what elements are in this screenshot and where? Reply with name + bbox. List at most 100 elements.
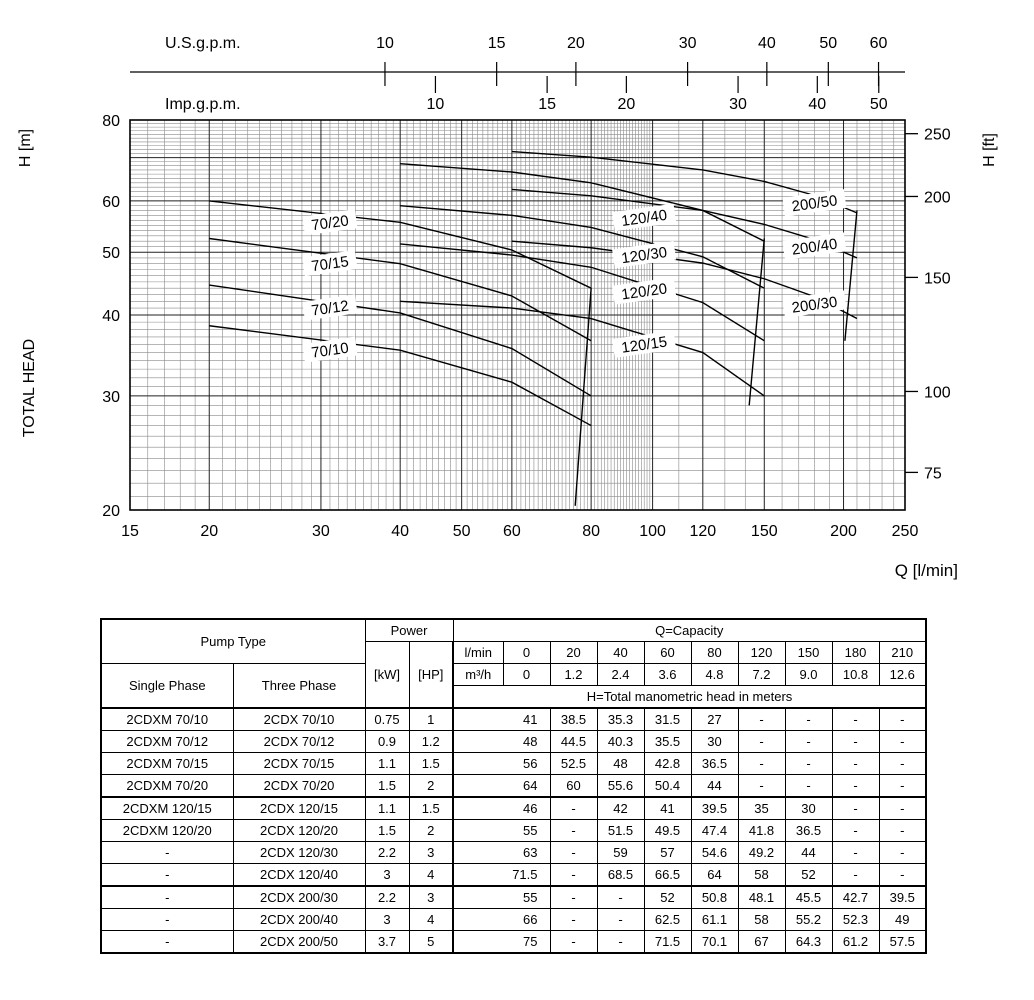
head-value: 44.5 <box>549 730 598 753</box>
single-phase-value: - <box>100 930 234 954</box>
svg-text:30: 30 <box>729 96 747 113</box>
svg-text:120/40: 120/40 <box>620 207 668 230</box>
head-value: - <box>878 730 927 753</box>
m3h-value: 1.2 <box>549 663 598 686</box>
kw-value: 1.5 <box>364 819 410 842</box>
imp-gpm-axis: Imp.g.p.m. 10 15 20 30 40 50 <box>165 76 888 113</box>
svg-text:20: 20 <box>200 523 218 540</box>
y-axis-unit-label: H [m] <box>17 129 34 167</box>
head-value: - <box>878 796 927 820</box>
lmin-value: 20 <box>549 641 598 664</box>
lmin-value: 180 <box>831 641 880 664</box>
curve-label-200-50: 200/50 <box>782 189 847 217</box>
head-value: - <box>784 730 833 753</box>
pump-row-2CDX-200-30: -2CDX 200/30 2.2 3 55- -52 50.8 48.1 45.5 42.7 39… <box>100 885 927 909</box>
svg-text:200/30: 200/30 <box>791 294 839 317</box>
svg-text:150: 150 <box>751 523 778 540</box>
svg-text:100: 100 <box>924 384 951 401</box>
curve-label-200-40: 200/40 <box>782 232 847 260</box>
head-value: 48 <box>596 752 645 775</box>
head-value: 52.3 <box>831 908 880 931</box>
head-value: 30 <box>690 730 739 753</box>
svg-text:40: 40 <box>758 35 776 52</box>
head-value: 47.4 <box>690 819 739 842</box>
three-phase-value: 2CDX 70/20 <box>232 774 366 798</box>
head-value: 66.5 <box>643 863 692 887</box>
three-phase-value: 2CDX 200/50 <box>232 930 366 954</box>
head-value: - <box>831 796 880 820</box>
svg-text:10: 10 <box>376 35 394 52</box>
three-phase-value: 2CDX 120/30 <box>232 841 366 864</box>
pump-row-2CDX-120-15: 2CDXM 120/15 2CDX 120/15 1.1 1.5 46-42 41 39.5… <box>100 796 927 820</box>
three-phase-value: 2CDX 120/20 <box>232 819 366 842</box>
header-row-note: H=Total manometric head in meters <box>101 685 927 709</box>
svg-text:15: 15 <box>538 96 556 113</box>
svg-text:200/40: 200/40 <box>791 236 839 259</box>
head-value: 27 <box>690 707 739 731</box>
svg-text:70/20: 70/20 <box>310 212 350 234</box>
three-phase-header: Three Phase <box>232 663 366 709</box>
svg-text:200/50: 200/50 <box>791 192 839 215</box>
m3h-value: 12.6 <box>878 663 927 686</box>
svg-text:120/30: 120/30 <box>620 244 668 267</box>
head-value: 35.5 <box>643 730 692 753</box>
svg-text:120/20: 120/20 <box>620 280 668 303</box>
three-phase-value: 2CDX 200/30 <box>232 885 366 909</box>
svg-text:70/15: 70/15 <box>310 253 350 275</box>
head-value: - <box>784 752 833 775</box>
head-value: 55.2 <box>784 908 833 931</box>
head-value: 71.5 <box>452 863 551 887</box>
pump-row-2CDX-120-40: -2CDX 120/40 3 4 71.5-68.5 66.5 64 58 52- - <box>100 863 927 887</box>
head-value: - <box>549 841 598 864</box>
curve-label-120-30: 120/30 <box>612 240 677 269</box>
svg-text:80: 80 <box>582 523 600 540</box>
hp-value: 1 <box>408 707 454 731</box>
single-phase-value: 2CDXM 70/20 <box>100 774 234 798</box>
hp-value: 1.5 <box>408 796 454 820</box>
svg-text:50: 50 <box>870 96 888 113</box>
head-value: 56 <box>452 752 551 775</box>
svg-text:250: 250 <box>892 523 919 540</box>
kw-value: 3 <box>364 863 410 887</box>
svg-text:30: 30 <box>679 35 697 52</box>
three-phase-value: 2CDX 70/15 <box>232 752 366 775</box>
svg-text:120: 120 <box>689 523 716 540</box>
head-note: H=Total manometric head in meters <box>452 685 927 709</box>
head-value: 55 <box>452 885 551 909</box>
single-phase-value: - <box>100 885 234 909</box>
right-axis-unit-label: H [ft] <box>981 133 998 167</box>
head-value: 39.5 <box>878 885 927 909</box>
head-value: - <box>737 752 786 775</box>
pump-row-2CDX-120-30: -2CDX 120/30 2.2 3 63-59 57 54.6 49.2 44- - <box>100 841 927 864</box>
m3h-value: 0 <box>502 663 551 686</box>
curve-label-120-40: 120/40 <box>612 203 677 232</box>
kw-header: [kW] <box>364 641 410 709</box>
svg-text:70/12: 70/12 <box>310 298 350 320</box>
svg-text:40: 40 <box>102 308 120 325</box>
pump-row-2CDX-70-12: 2CDXM 70/12 2CDX 70/12 0.9 1.2 48 44.5 40.3 35.… <box>100 730 927 753</box>
head-value: - <box>831 730 880 753</box>
hp-value: 2 <box>408 774 454 798</box>
head-value: - <box>831 819 880 842</box>
us-gpm-axis: U.S.g.p.m. 10 15 20 30 40 50 60 <box>165 35 888 86</box>
hp-header: [HP] <box>408 641 454 709</box>
svg-text:200: 200 <box>924 189 951 206</box>
header-row-1: Pump Type Power Q=Capacity <box>100 618 927 664</box>
single-phase-value: 2CDXM 70/15 <box>100 752 234 775</box>
head-value: - <box>737 730 786 753</box>
power-header: Power <box>364 618 454 642</box>
head-value: 57.5 <box>878 930 927 954</box>
lmin-value: 60 <box>643 641 692 664</box>
m3h-value: 3.6 <box>643 663 692 686</box>
svg-text:40: 40 <box>391 523 409 540</box>
svg-text:30: 30 <box>102 389 120 406</box>
head-value: - <box>596 908 645 931</box>
head-value: 50.8 <box>690 885 739 909</box>
head-value: - <box>831 774 880 798</box>
head-value: 52 <box>784 863 833 887</box>
hp-value: 3 <box>408 841 454 864</box>
curve-70-10 <box>209 325 592 427</box>
head-value: - <box>549 819 598 842</box>
svg-text:150: 150 <box>924 270 951 287</box>
three-phase-value: 2CDX 70/12 <box>232 730 366 753</box>
